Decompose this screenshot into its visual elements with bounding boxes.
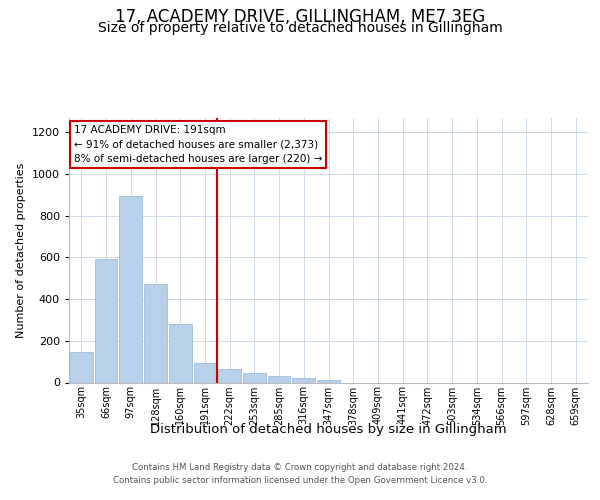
- Bar: [292, 378, 315, 382]
- Bar: [243, 373, 266, 382]
- Y-axis label: Number of detached properties: Number of detached properties: [16, 162, 26, 338]
- Bar: [317, 380, 340, 382]
- Bar: [194, 362, 216, 382]
- Text: 17 ACADEMY DRIVE: 191sqm
← 91% of detached houses are smaller (2,373)
8% of semi: 17 ACADEMY DRIVE: 191sqm ← 91% of detach…: [74, 125, 322, 164]
- Bar: [70, 352, 93, 382]
- Bar: [218, 369, 241, 382]
- Bar: [119, 196, 142, 382]
- Text: Contains HM Land Registry data © Crown copyright and database right 2024.: Contains HM Land Registry data © Crown c…: [132, 462, 468, 471]
- Text: Distribution of detached houses by size in Gillingham: Distribution of detached houses by size …: [151, 422, 507, 436]
- Text: Size of property relative to detached houses in Gillingham: Size of property relative to detached ho…: [98, 21, 502, 35]
- Bar: [95, 260, 118, 382]
- Text: Contains public sector information licensed under the Open Government Licence v3: Contains public sector information licen…: [113, 476, 487, 485]
- Bar: [268, 376, 290, 382]
- Bar: [144, 284, 167, 382]
- Bar: [169, 324, 191, 382]
- Text: 17, ACADEMY DRIVE, GILLINGHAM, ME7 3EG: 17, ACADEMY DRIVE, GILLINGHAM, ME7 3EG: [115, 8, 485, 26]
